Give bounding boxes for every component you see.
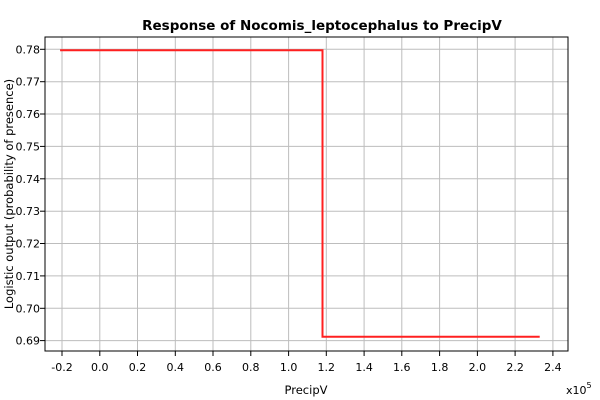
x-tick-label: -0.2: [51, 361, 72, 374]
y-tick-label: 0.72: [16, 238, 41, 251]
plot-series: [60, 49, 540, 338]
y-tick-label: 0.70: [16, 302, 41, 315]
x-axis-multiplier-base: x10: [566, 384, 587, 397]
x-tick-label: 0.4: [167, 361, 185, 374]
x-tick-label: 2.0: [469, 361, 487, 374]
y-tick-label: 0.74: [16, 173, 41, 186]
x-tick-label: 1.0: [280, 361, 298, 374]
x-tick-label: 1.4: [355, 361, 373, 374]
x-tick-label: 2.4: [544, 361, 562, 374]
y-tick-label: 0.75: [16, 140, 41, 153]
x-axis-multiplier-exponent: 5: [587, 381, 592, 390]
x-tick-label: 1.8: [431, 361, 449, 374]
axis-ticks: -0.2 0.0 0.2 0.4 0.6 0.8 1.0 1.2 1.4 1.6 1.8 2.0 2.2…: [16, 43, 562, 374]
x-axis-multiplier: x105: [566, 381, 592, 397]
y-axis-label: Logistic output (probability of presence…: [2, 79, 16, 309]
y-tick-label: 0.78: [16, 43, 41, 56]
x-tick-label: 2.2: [506, 361, 524, 374]
plot-frame: [44, 36, 569, 352]
x-tick-label: 1.2: [318, 361, 336, 374]
y-tick-label: 0.76: [16, 108, 41, 121]
x-axis-label: PrecipV: [285, 383, 328, 397]
x-tick-label: 0.8: [242, 361, 260, 374]
y-tick-label: 0.73: [16, 205, 41, 218]
x-tick-label: 0.6: [204, 361, 222, 374]
y-tick-label: 0.77: [16, 76, 41, 89]
x-tick-label: 0.2: [129, 361, 147, 374]
y-tick-label: 0.71: [16, 270, 41, 283]
x-tick-label: 0.0: [91, 361, 109, 374]
series-line: [60, 49, 540, 338]
chart-title: Response of Nocomis_leptocephalus to Pre…: [142, 18, 502, 34]
y-tick-label: 0.69: [16, 335, 41, 348]
grid-lines: [45, 37, 568, 351]
x-tick-label: 1.6: [393, 361, 411, 374]
